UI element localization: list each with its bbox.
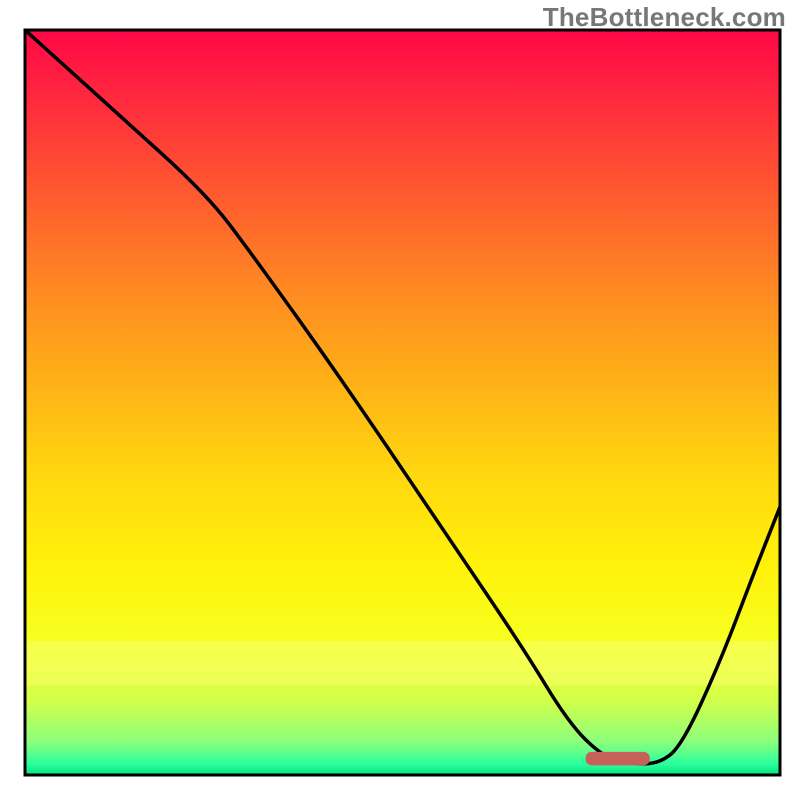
chart-svg xyxy=(0,0,800,800)
chart-stage: TheBottleneck.com xyxy=(0,0,800,800)
sweet-spot-marker xyxy=(586,752,650,765)
overlay-band xyxy=(25,641,780,686)
